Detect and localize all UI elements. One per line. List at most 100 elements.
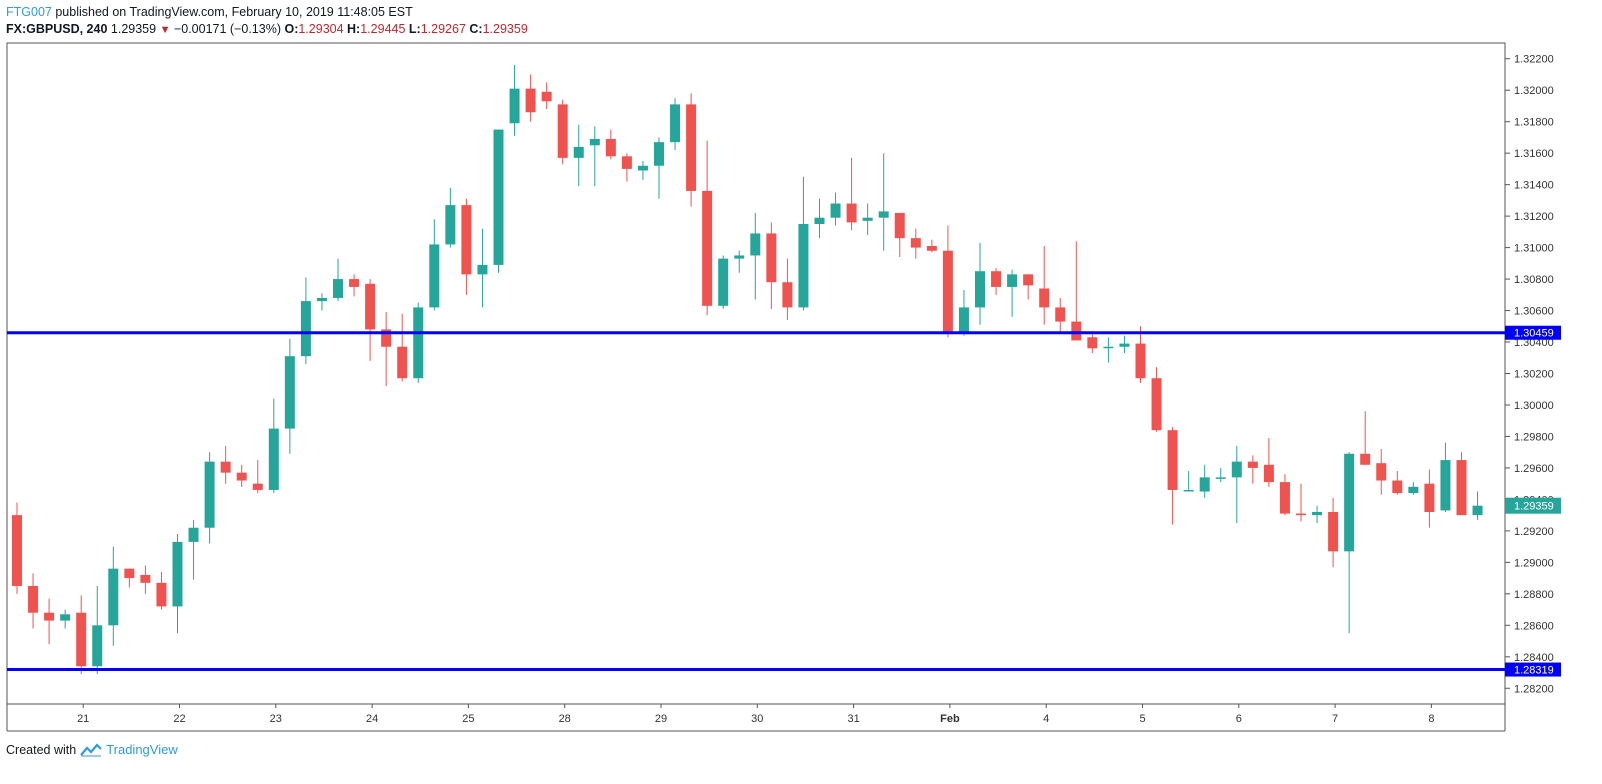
candle-down	[461, 198, 472, 295]
candle-up	[1215, 467, 1226, 483]
last-price: 1.29359	[110, 22, 157, 36]
price-tick-label: 1.31800	[1514, 117, 1554, 129]
candle-up	[429, 219, 440, 311]
level-price-tag	[1505, 662, 1561, 677]
candle-down	[28, 573, 39, 629]
candle-up	[654, 137, 664, 199]
candle-down	[44, 598, 55, 645]
candle-body	[830, 203, 841, 218]
price-tick-label: 1.29800	[1514, 431, 1554, 443]
last-price-label: 1.29359	[1514, 501, 1554, 513]
candle-body	[1344, 453, 1355, 552]
candle-down	[365, 279, 376, 361]
open-label: O:	[284, 22, 299, 36]
candle-body	[124, 568, 135, 579]
candle-body	[44, 612, 55, 621]
candle-body	[1424, 483, 1435, 512]
time-tick-label: 30	[751, 713, 763, 725]
candle-down	[894, 212, 905, 258]
candle-down	[1279, 474, 1290, 516]
candle-down	[1135, 326, 1146, 383]
candle-up	[878, 153, 889, 251]
candle-body	[686, 104, 697, 191]
candle-down	[541, 82, 552, 110]
time-tick-label: 5	[1139, 713, 1145, 725]
candle-down	[1071, 241, 1082, 341]
candle-up	[798, 176, 809, 311]
candle-down	[942, 225, 953, 338]
candle-body	[991, 271, 1002, 287]
candle-body	[12, 515, 22, 586]
candle-down	[557, 99, 568, 165]
candle-up	[1440, 442, 1451, 512]
candle-down	[686, 93, 697, 207]
candle-body	[509, 88, 520, 124]
tradingview-brand[interactable]: TradingView	[106, 742, 178, 757]
candle-down	[1263, 438, 1274, 487]
candle-body	[846, 203, 857, 223]
candle-down	[1328, 497, 1339, 568]
candle-body	[300, 301, 311, 357]
candle-down	[766, 222, 777, 309]
candle-body	[108, 568, 119, 626]
level-price-tag	[1505, 325, 1561, 340]
candle-body	[926, 246, 937, 251]
price-tick-label: 1.31600	[1514, 148, 1554, 160]
candle-down	[1296, 483, 1306, 522]
price-tick-label: 1.32200	[1514, 54, 1554, 66]
candle-body	[493, 129, 504, 265]
candle-up	[1199, 464, 1210, 498]
low-label: L:	[408, 22, 421, 36]
price-tick-label: 1.28200	[1514, 683, 1554, 695]
close-value: 1.29359	[482, 22, 528, 36]
last-price-tag	[1505, 497, 1561, 514]
candle-body	[573, 146, 584, 158]
candle-down	[1376, 449, 1387, 495]
candle-up	[445, 187, 456, 248]
candle-body	[1215, 477, 1226, 479]
candle-body	[637, 165, 648, 171]
time-tick-label: 31	[847, 713, 859, 725]
author-link[interactable]: FTG007	[6, 5, 52, 19]
candle-up	[1231, 445, 1242, 524]
candle-up	[1408, 482, 1419, 495]
candle-body	[76, 612, 87, 667]
candle-body	[1440, 460, 1451, 511]
candle-down	[124, 568, 135, 588]
candle-down	[349, 274, 360, 297]
candle-up	[975, 242, 985, 325]
candle-up	[589, 126, 600, 187]
candle-body	[750, 233, 761, 256]
candle-up	[477, 228, 488, 308]
candle-body	[284, 356, 295, 429]
candle-body	[172, 541, 183, 607]
high-label: H:	[347, 22, 361, 36]
price-tick-label: 1.29000	[1514, 557, 1554, 569]
candle-body	[862, 217, 873, 221]
candle-body	[429, 244, 440, 308]
candle-down	[1360, 411, 1371, 465]
candle-down	[605, 129, 616, 160]
candle-up	[1103, 337, 1114, 363]
candle-up	[172, 534, 183, 634]
candle-body	[654, 142, 664, 166]
open-value: 1.29304	[298, 22, 344, 36]
candle-body	[333, 279, 343, 298]
candle-body	[413, 307, 424, 379]
candle-body	[525, 88, 536, 113]
time-tick-label: 23	[270, 713, 282, 725]
candle-body	[1023, 274, 1034, 286]
time-axis: 21 22 23 24 25 28 29 30 31 Feb 4 5 6 7 8	[77, 704, 1434, 725]
time-tick-label: Feb	[940, 713, 960, 725]
candle-body	[1231, 461, 1242, 478]
candle-body	[942, 250, 953, 335]
candle-body	[140, 574, 151, 583]
candle-body	[1360, 453, 1371, 465]
down-arrow-icon: ▼	[159, 24, 171, 36]
time-tick-label: 25	[462, 713, 474, 725]
candle-up	[413, 302, 424, 383]
candle-body	[1167, 430, 1178, 490]
candle-down	[76, 595, 87, 675]
candle-body	[1392, 480, 1403, 494]
